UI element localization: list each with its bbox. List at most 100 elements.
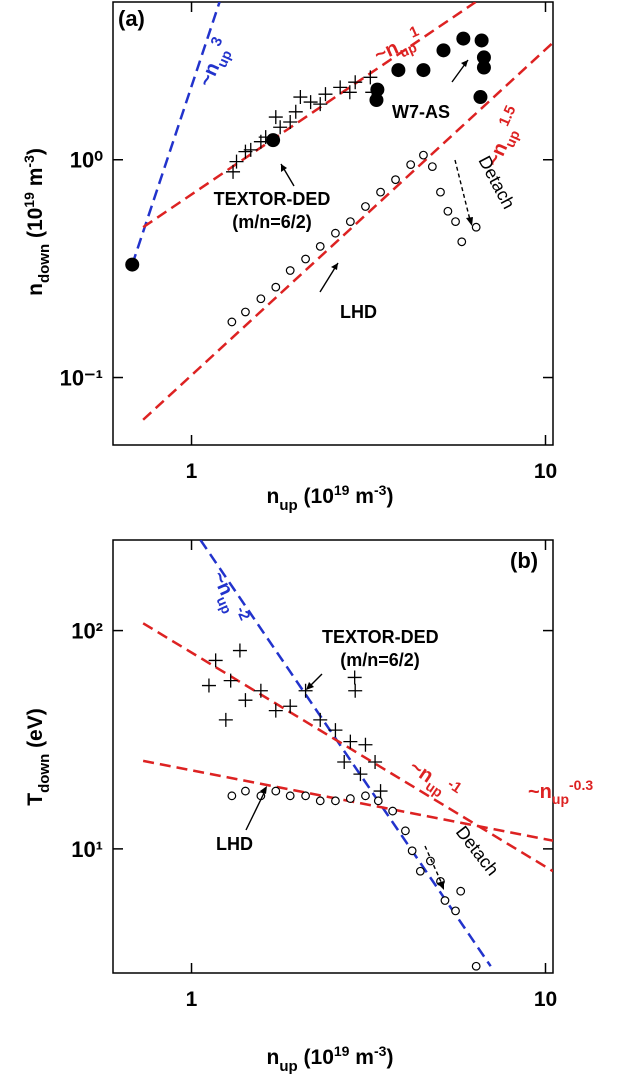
marker-cross: [268, 110, 283, 125]
fit-line: [142, 41, 553, 421]
marker-open-circle: [331, 796, 340, 806]
marker-open-circle: [256, 294, 266, 304]
marker-cross: [283, 699, 298, 714]
marker-cross: [342, 85, 357, 100]
arrows: [245, 673, 444, 890]
marker-cross: [303, 95, 318, 110]
marker-cross: [288, 104, 303, 119]
marker-open-circle: [415, 866, 425, 876]
marker-cross: [293, 90, 308, 105]
label-part: -3: [374, 482, 387, 498]
marker-open-circle: [271, 282, 281, 292]
label-part: up: [214, 594, 236, 616]
marker-filled-circle: [369, 93, 384, 108]
marker-cross: [333, 80, 348, 95]
marker-open-circle: [301, 791, 310, 801]
label-part: ): [386, 1046, 393, 1069]
label-part: (10: [298, 485, 334, 508]
label-part: (eV): [24, 708, 47, 754]
marker-open-circle: [440, 896, 450, 905]
marker-open-circle: [427, 162, 437, 172]
marker-filled-circle: [436, 43, 451, 58]
marker-filled-circle: [474, 33, 489, 48]
y-tick-label: 10⁰: [70, 148, 103, 173]
marker-filled-circle: [370, 82, 385, 97]
fit-line: [142, 622, 553, 873]
label-part: up: [501, 128, 523, 150]
series-label: LHD: [340, 302, 377, 322]
marker-cross: [283, 115, 298, 130]
plot-layer: 1 10 10⁻¹ 10⁰ 1 10 10¹ 10²: [60, 1, 557, 1011]
label-part: T: [24, 793, 47, 806]
x-axis-label: nup (1019 m-3): [267, 482, 394, 514]
marker-open-circle: [426, 856, 435, 866]
marker-filled-circle: [266, 133, 281, 148]
label-part: (10: [298, 1046, 334, 1069]
label-part: m: [349, 485, 374, 508]
series-label: LHD: [216, 834, 253, 854]
arrowhead: [466, 217, 473, 226]
annotation: Detach: [452, 822, 503, 879]
annotation: (m/n=6/2): [340, 650, 420, 670]
marker-open-circle: [315, 796, 325, 806]
marker-cross: [373, 784, 388, 799]
marker-open-circle: [436, 187, 445, 197]
marker-filled-circle: [456, 31, 471, 46]
marker-cross: [343, 734, 358, 749]
marker-cross: [347, 670, 362, 685]
marker-open-circle: [376, 187, 385, 197]
marker-open-circle: [471, 961, 481, 971]
annotation: (m/n=6/2): [232, 212, 312, 232]
marker-cross: [348, 75, 363, 90]
panel-label: (a): [118, 6, 145, 31]
label-part: ~n: [371, 37, 402, 67]
marker-open-circle: [271, 786, 281, 796]
x-axis-label: nup (1019 m-3): [267, 1043, 394, 1075]
marker-open-circle: [471, 222, 481, 232]
label-part: ): [24, 148, 47, 155]
label-part: up: [279, 1058, 297, 1075]
marker-cross: [368, 755, 383, 770]
marker-open-circle: [388, 806, 398, 816]
marker-cross: [363, 70, 378, 85]
fit-line: [131, 2, 221, 265]
annotation: Detach: [474, 152, 518, 212]
marker-filled-circle: [391, 63, 406, 78]
marker-open-circle: [456, 886, 466, 896]
series-label: W7-AS: [392, 102, 450, 122]
marker-cross: [253, 134, 268, 149]
marker-cross: [253, 683, 268, 698]
fit-label: ~nup-2: [204, 566, 254, 628]
marker-cross: [268, 703, 283, 718]
label-part: ): [386, 485, 393, 508]
series-label: TEXTOR-DED: [322, 627, 439, 647]
label-part: ~n: [207, 568, 237, 599]
label-part: ~n: [528, 781, 552, 803]
marker-cross: [208, 653, 223, 668]
label-part: down: [36, 754, 53, 793]
arrowhead: [331, 263, 338, 270]
marker-open-circle: [301, 254, 310, 264]
marker-filled-circle: [476, 50, 491, 65]
marker-filled-circle: [125, 257, 140, 272]
marker-cross: [218, 712, 233, 727]
label-part: down: [36, 244, 53, 283]
marker-open-circle: [241, 786, 250, 796]
marker-filled-circle: [476, 60, 491, 75]
label-part: n: [267, 1046, 280, 1069]
label-part: up: [213, 48, 235, 70]
label-part: up: [423, 778, 446, 801]
label-part: 19: [334, 482, 350, 498]
marker-open-circle: [451, 906, 460, 916]
marker-cross: [201, 678, 216, 693]
marker-open-circle: [361, 791, 370, 801]
arrows: [280, 59, 473, 293]
y-axis-label: ndown (1019 m-3): [21, 148, 53, 296]
label-part: up: [552, 791, 569, 807]
marker-open-circle: [457, 237, 467, 247]
marker-open-circle: [451, 217, 460, 226]
marker-cross: [243, 142, 258, 157]
marker-filled-circle: [416, 63, 431, 78]
marker-open-circle: [315, 242, 325, 251]
